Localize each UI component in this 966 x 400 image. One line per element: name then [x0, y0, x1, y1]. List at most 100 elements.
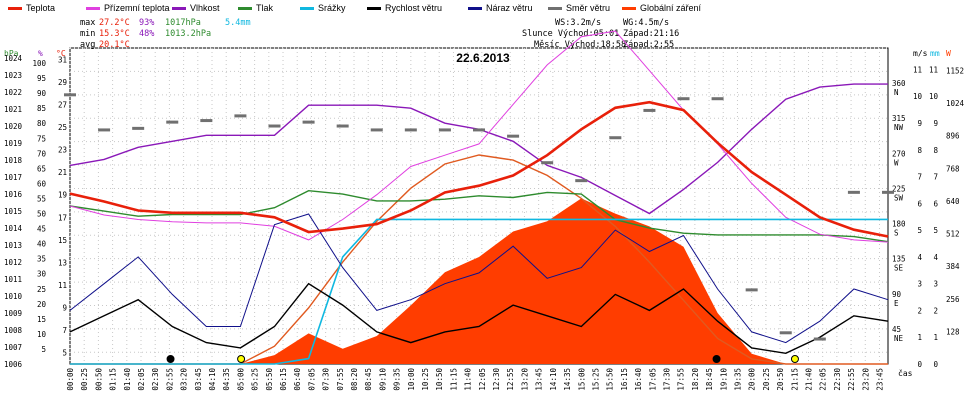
x-tick: 03:20: [180, 368, 189, 391]
stat-value: max: [80, 18, 95, 28]
x-tick: 15:25: [592, 368, 601, 391]
hpa-tick: 1024: [4, 54, 23, 63]
x-tick: 16:15: [620, 368, 629, 391]
w-tick: 384: [946, 262, 960, 271]
wind-direction-point: [541, 161, 554, 165]
ms-tick: 10: [913, 92, 923, 101]
mm-tick: 5: [933, 226, 938, 235]
pct-tick: 45: [37, 225, 46, 234]
x-axis-label: čas: [898, 368, 913, 378]
hpa-tick: 1017: [4, 173, 22, 182]
pct-tick: 40: [37, 240, 47, 249]
pct-tick: 80: [37, 119, 47, 128]
hpa-tick: 1015: [4, 207, 22, 216]
deg-tick: 315: [892, 114, 906, 123]
ms-tick: 3: [917, 280, 922, 289]
degc-tick: 17: [58, 213, 67, 222]
mm-tick: 6: [933, 199, 938, 208]
x-tick: 16:40: [634, 368, 643, 391]
wind-direction-point: [745, 288, 758, 292]
plot-area: [64, 30, 894, 365]
hpa-tick: 1011: [4, 275, 22, 284]
degc-tick: 11: [58, 281, 67, 290]
stat-value: 27.2°C: [99, 18, 130, 28]
deg-tick: 180: [892, 220, 906, 229]
pct-tick: 60: [37, 179, 47, 188]
x-tick: 21:15: [790, 368, 799, 391]
pct-tick: 75: [37, 134, 46, 143]
ms-tick: 11: [913, 65, 922, 74]
x-tick: 00:50: [94, 368, 103, 391]
x-tick: 07:30: [322, 368, 331, 391]
sunrise-marker: [237, 355, 246, 363]
x-tick: 23:20: [861, 368, 870, 391]
x-tick: 19:35: [734, 368, 743, 391]
wind-direction-point: [711, 97, 724, 101]
x-tick: 22:55: [847, 368, 856, 391]
x-tick: 08:45: [364, 368, 373, 391]
hpa-tick: 1008: [4, 326, 23, 335]
sun-rise: Slunce Východ:05:01: [522, 29, 619, 39]
legend-label: Náraz větru: [486, 3, 533, 13]
ms-tick: 1: [917, 333, 922, 342]
stat-value: 1017hPa: [165, 18, 201, 28]
deg-tick: 90: [892, 290, 902, 299]
deg-tick: 270: [892, 149, 906, 158]
dir-tick: SW: [894, 193, 904, 202]
legend-label: Směr větru: [566, 3, 610, 13]
sun-set: Západ:21:16: [623, 29, 679, 39]
x-tick: 13:45: [535, 368, 544, 391]
x-tick: 20:00: [748, 368, 757, 391]
ms-tick: 5: [917, 226, 922, 235]
hpa-tick: 1023: [4, 71, 22, 80]
legend-swatch: [8, 7, 22, 10]
hpa-tick: 1007: [4, 343, 22, 352]
wind-direction-point: [302, 120, 315, 124]
ms-tick: 8: [917, 146, 922, 155]
degc-tick: 5: [62, 349, 67, 358]
wind-direction-point: [64, 93, 76, 97]
x-tick: 06:40: [293, 368, 302, 391]
pct-tick: 95: [37, 74, 46, 83]
x-tick: 18:20: [691, 368, 700, 391]
x-tick: 02:55: [165, 368, 174, 391]
wind-direction-point: [882, 190, 894, 194]
dir-tick: NW: [894, 123, 904, 132]
moon-rise: Měsíc Východ:18:58: [534, 40, 626, 50]
wind-direction-point: [575, 179, 588, 183]
x-tick: 10:50: [435, 368, 444, 391]
x-tick: 22:30: [833, 368, 842, 391]
degc-tick: 29: [58, 78, 67, 87]
mm-tick: 9: [933, 119, 938, 128]
legend-label: Srážky: [318, 3, 346, 13]
stat-value: avg: [80, 40, 95, 50]
degc-tick: 15: [58, 236, 67, 245]
left-axes: hPa% °C1024102310221021102010191018101710…: [4, 49, 67, 369]
stat-value: min: [80, 29, 95, 39]
pct-tick: 10: [37, 330, 47, 339]
wind-direction-point: [473, 128, 485, 132]
mm-tick: 1: [933, 333, 938, 342]
x-tick: 08:20: [350, 368, 359, 391]
hpa-tick: 1012: [4, 258, 22, 267]
chart-title: 22.6.2013: [456, 51, 510, 65]
legend-swatch: [300, 7, 314, 10]
x-tick: 22:05: [819, 368, 828, 391]
wind-direction-point: [132, 126, 145, 130]
wind-direction-point: [609, 136, 622, 140]
stat-value: 48%: [139, 29, 154, 39]
legend: Teplota Přízemní teplota Vlhkost Tlak Srážky…: [8, 3, 702, 13]
x-tick: 12:05: [478, 368, 487, 391]
wind-direction-point: [200, 119, 213, 123]
pct-tick: 30: [37, 270, 47, 279]
x-tick: 07:55: [336, 368, 345, 391]
hpa-tick: 1013: [4, 241, 22, 250]
wind-direction-point: [677, 97, 690, 101]
x-tick: 11:40: [464, 368, 473, 391]
stat-ws: WS:3.2m/s: [555, 18, 601, 28]
mm-tick: 10: [929, 92, 939, 101]
legend-swatch: [622, 7, 636, 10]
w-tick: 512: [946, 230, 960, 239]
dir-tick: SE: [894, 264, 904, 273]
